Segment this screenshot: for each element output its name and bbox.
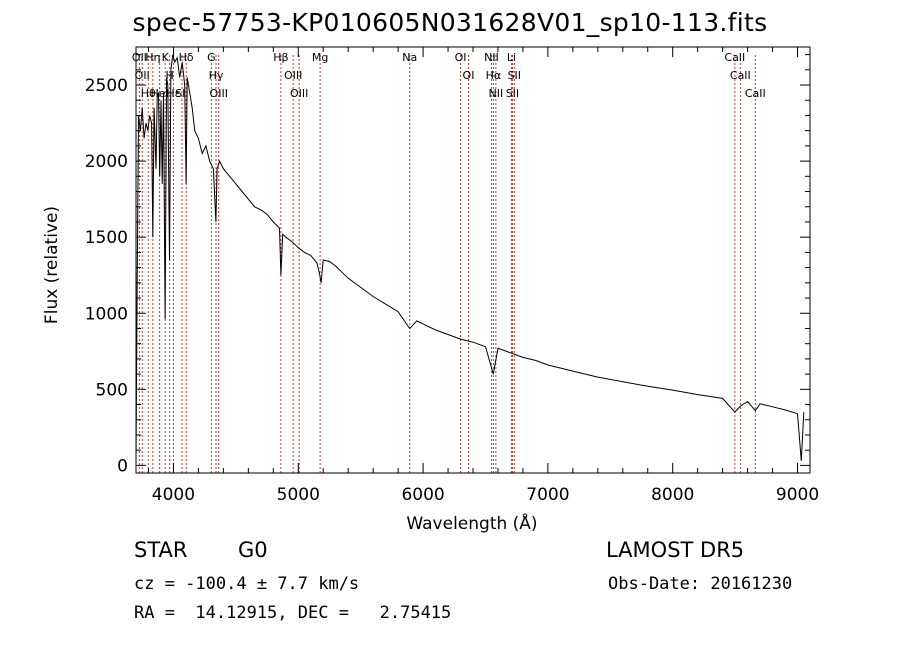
spectral-line-label: OII [135,69,150,82]
x-axis-label: Wavelength (Å) [406,512,537,534]
plot-frame [135,46,811,474]
spectral-line-label: NII [484,51,499,64]
y-tick-label: 1500 [85,228,128,248]
survey-name: LAMOST DR5 [606,538,745,562]
spectral-line-label: SII [506,87,519,100]
x-tick-label: 5000 [277,485,320,505]
y-tick-label: 0 [117,456,128,476]
redshift-cz: cz = -100.4 ± 7.7 km/s [134,574,360,594]
spectral-line-label: Hη [145,51,160,64]
spectral-line-label: Hγ [209,69,224,82]
spectral-line-label: K [162,51,170,64]
spectral-line-label: Mg [312,51,328,64]
spectral-line-label: Hβ [273,51,288,64]
spectral-line-label: Hθ [141,87,156,100]
x-tick-label: 7000 [526,485,569,505]
spectral-line-label: G [207,51,216,64]
spectral-line-label: OI [455,51,467,64]
spectral-line-label: Hε [166,87,180,100]
object-subclass: G0 [238,538,268,562]
y-tick-label: 1000 [85,304,128,324]
spectral-line-label: SII [508,69,521,82]
spectral-line-label: HeI [150,87,168,100]
spectral-line-label: NII [488,87,503,100]
y-tick-label: 500 [96,380,128,400]
spectral-line-label: H [166,69,174,82]
spectral-line-label: OIII [210,87,228,100]
spectral-line-label: Li [507,51,516,64]
object-class: STAR [134,538,188,562]
x-tick-label: 9000 [776,485,819,505]
spectral-line-label: CaII [724,51,745,64]
x-axis: 4000 5000 6000 7000 8000 9000 [147,47,819,505]
y-tick-label: 2000 [85,152,128,172]
spectral-line-label: Hδ [179,51,194,64]
coordinates: RA = 14.12915, DEC = 2.75415 [134,603,452,623]
x-tick-label: 4000 [152,485,195,505]
spectral-line-label: CaII [745,87,766,100]
y-axis: 0 500 1000 1500 2000 2500 [85,54,810,476]
y-axis-label: Flux (relative) [42,206,62,324]
y-tick-label: 2500 [85,76,128,96]
x-tick-label: 6000 [401,485,444,505]
spectral-line-label: CaII [730,69,751,82]
x-tick-label: 8000 [651,485,694,505]
spectral-line-label: OIII [290,87,308,100]
line-markers [138,55,756,473]
chart-title: spec-57753-KP010605N031628V01_sp10-113.f… [132,8,768,37]
spectral-line-label: Na [402,51,417,64]
spectrum-line [135,54,805,463]
spectral-line-label: Hα [486,69,502,82]
obs-date: Obs-Date: 20161230 [608,574,793,594]
spectral-line-label: OI [463,69,475,82]
spectral-line-label: OIII [284,69,302,82]
